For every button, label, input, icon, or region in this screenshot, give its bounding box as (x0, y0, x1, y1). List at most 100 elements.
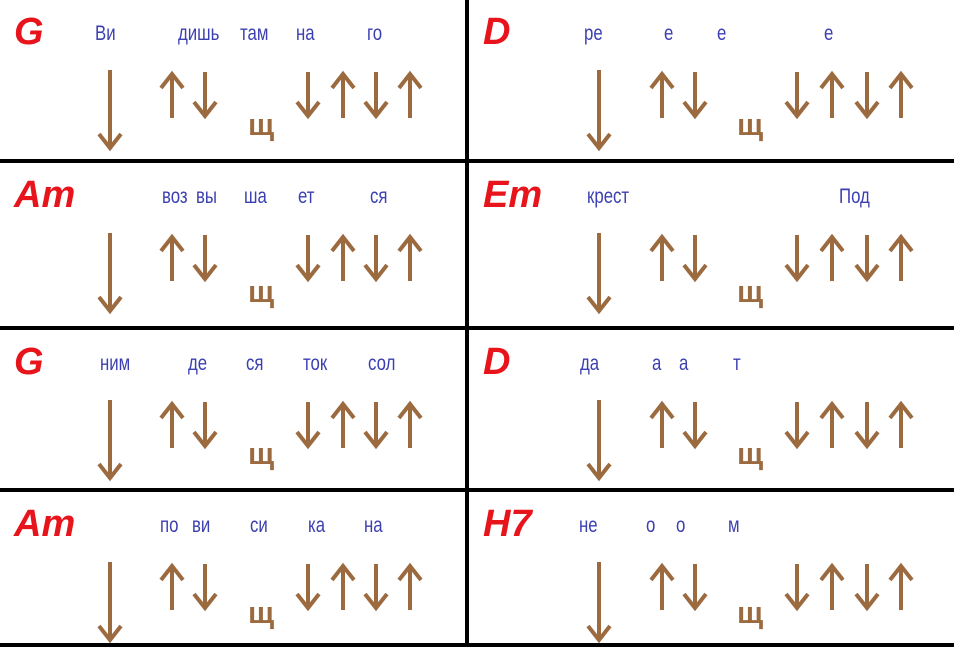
lyric-syllable: е (824, 22, 834, 45)
lyric-syllable: ним (100, 352, 131, 375)
arrow-up-icon (397, 400, 423, 448)
arrow-up-icon (159, 70, 185, 118)
arrow-up-icon (649, 562, 675, 610)
arrow-down-icon (784, 235, 810, 283)
lyric-syllable: ви (192, 514, 211, 537)
arrow-up-icon (819, 400, 845, 448)
arrow-up-icon (888, 400, 914, 448)
arrow-down-icon (295, 564, 321, 612)
chord-name: Am (14, 174, 76, 216)
chord-cell: G Ви дишь там на го щ (0, 0, 465, 159)
arrow-down-icon (854, 72, 880, 120)
arrow-down-icon (192, 235, 218, 283)
lyric-syllable: Ви (95, 22, 116, 45)
arrow-down-icon (586, 70, 612, 152)
arrow-down-icon (192, 72, 218, 120)
arrow-up-icon (649, 400, 675, 448)
arrow-up-icon (819, 562, 845, 610)
arrow-down-icon (97, 562, 123, 644)
arrow-down-icon (586, 400, 612, 482)
arrow-down-icon (784, 72, 810, 120)
chord-name: Am (14, 503, 76, 545)
arrow-up-icon (649, 70, 675, 118)
lyric-syllable: ся (246, 352, 264, 375)
arrow-up-icon (888, 562, 914, 610)
lyric-syllable: не (579, 514, 598, 537)
arrow-up-icon (159, 400, 185, 448)
lyric-syllable: на (364, 514, 383, 537)
row-divider (0, 488, 954, 492)
arrow-down-icon (854, 235, 880, 283)
lyric-syllable: по (160, 514, 179, 537)
lyric-syllable: де (188, 352, 208, 375)
lyric-syllable: там (240, 22, 269, 45)
arrow-up-icon (888, 233, 914, 281)
lyric-syllable: Под (839, 185, 870, 208)
lyric-syllable: ша (244, 185, 267, 208)
arrow-up-icon (397, 562, 423, 610)
mute-symbol: щ (248, 274, 275, 309)
lyric-syllable: ся (370, 185, 388, 208)
chord-cell: H7 не о о м щ (469, 492, 934, 647)
lyric-syllable: си (250, 514, 268, 537)
mute-symbol: щ (737, 436, 764, 471)
lyric-syllable: е (717, 22, 727, 45)
lyric-syllable: сол (368, 352, 396, 375)
lyric-syllable: вы (196, 185, 217, 208)
arrow-down-icon (784, 402, 810, 450)
lyric-syllable: е (664, 22, 674, 45)
chord-name: Em (483, 174, 543, 216)
arrow-up-icon (397, 233, 423, 281)
arrow-down-icon (586, 233, 612, 315)
arrow-up-icon (159, 233, 185, 281)
mute-symbol: щ (737, 274, 764, 309)
lyric-syllable: воз (162, 185, 188, 208)
arrow-up-icon (397, 70, 423, 118)
lyric-syllable: а (679, 352, 689, 375)
arrow-down-icon (363, 235, 389, 283)
mute-symbol: щ (737, 107, 764, 142)
column-divider (465, 0, 469, 647)
arrow-up-icon (330, 70, 356, 118)
lyric-syllable: ка (308, 514, 326, 537)
arrow-up-icon (330, 400, 356, 448)
lyric-syllable: о (646, 514, 656, 537)
arrow-up-icon (819, 70, 845, 118)
arrow-down-icon (682, 72, 708, 120)
chord-name: G (14, 11, 44, 53)
arrow-up-icon (649, 233, 675, 281)
arrow-up-icon (159, 562, 185, 610)
mute-symbol: щ (248, 595, 275, 630)
row-divider (0, 326, 954, 330)
mute-symbol: щ (248, 436, 275, 471)
lyric-syllable: а (652, 352, 662, 375)
arrow-down-icon (192, 564, 218, 612)
arrow-down-icon (97, 233, 123, 315)
arrow-down-icon (854, 564, 880, 612)
row-divider (0, 643, 954, 647)
arrow-down-icon (854, 402, 880, 450)
arrow-down-icon (295, 72, 321, 120)
chord-cell: Am по ви си ка на щ (0, 492, 465, 647)
lyric-syllable: да (580, 352, 600, 375)
chord-cell: Em крест Под щ (469, 163, 934, 326)
arrow-down-icon (192, 402, 218, 450)
chord-name: G (14, 341, 44, 383)
arrow-down-icon (295, 235, 321, 283)
arrow-down-icon (363, 402, 389, 450)
chord-name: D (483, 11, 511, 53)
mute-symbol: щ (737, 595, 764, 630)
lyric-syllable: крест (587, 185, 630, 208)
lyric-syllable: го (367, 22, 383, 45)
lyric-syllable: ток (303, 352, 328, 375)
arrow-up-icon (330, 562, 356, 610)
chord-cell: Am воз вы ша ет ся щ (0, 163, 465, 326)
chord-name: H7 (483, 503, 532, 545)
arrow-up-icon (888, 70, 914, 118)
lyric-syllable: ре (584, 22, 603, 45)
arrow-down-icon (682, 402, 708, 450)
lyric-syllable: дишь (178, 22, 220, 45)
